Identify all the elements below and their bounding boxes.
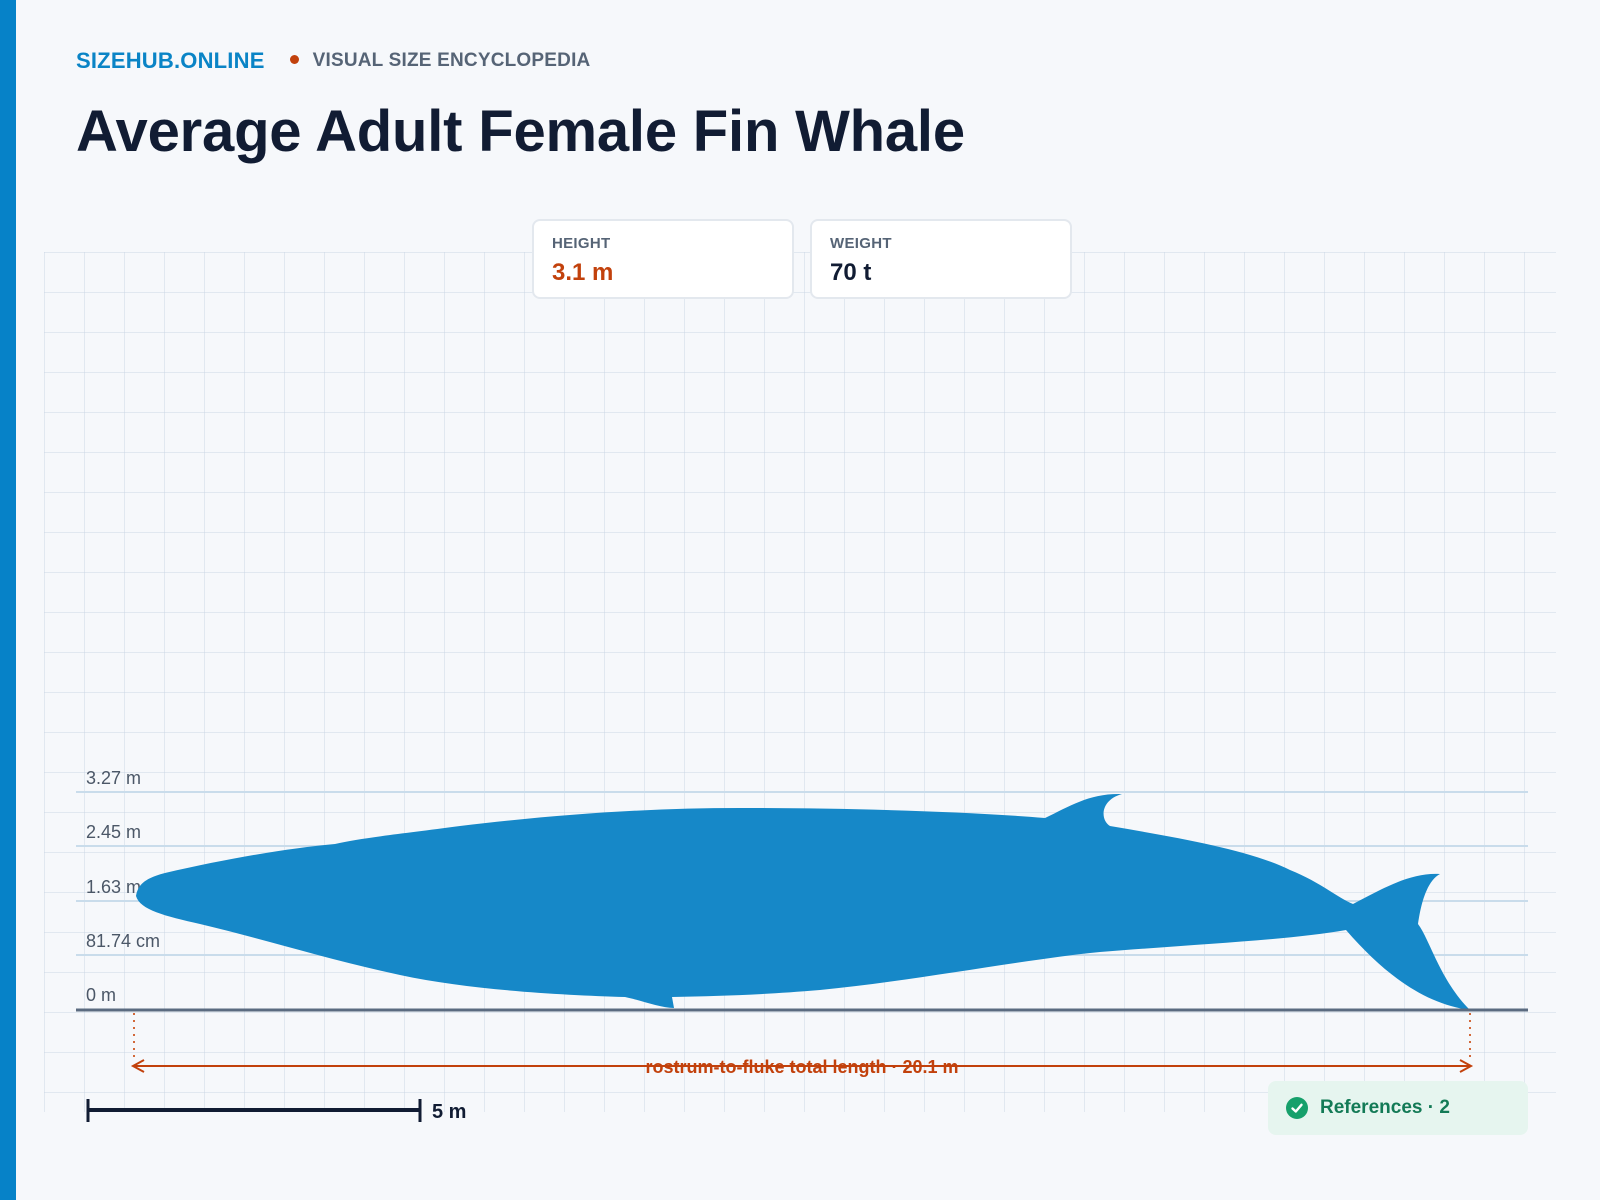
height-tick-labels: 3.27 m 2.45 m 1.63 m 81.74 cm 0 m	[86, 768, 160, 1005]
weight-label: WEIGHT	[830, 235, 892, 252]
weight-card: WEIGHT 70 t	[810, 219, 1072, 299]
tick-label: 81.74 cm	[86, 931, 160, 951]
tick-label: 3.27 m	[86, 768, 141, 788]
scale-bar-label: 5 m	[432, 1101, 466, 1123]
separator-dot	[289, 54, 299, 64]
brand-row: SIZEHUB.ONLINE VISUAL SIZE ENCYCLOPEDIA	[76, 48, 590, 74]
fin-whale-silhouette	[136, 793, 1470, 1010]
brand-link[interactable]: SIZEHUB.ONLINE	[76, 48, 265, 73]
references-label: References · 2	[1320, 1097, 1450, 1118]
references-button[interactable]: References · 2	[1268, 1081, 1528, 1135]
tick-label: 1.63 m	[86, 877, 141, 897]
height-label: HEIGHT	[552, 235, 611, 252]
tagline: VISUAL SIZE ENCYCLOPEDIA	[312, 50, 591, 71]
tick-label: 0 m	[86, 985, 116, 1005]
scale-bar	[86, 1099, 422, 1122]
accent-bar	[0, 0, 16, 1200]
weight-value: 70 t	[830, 259, 872, 286]
tick-label: 2.45 m	[86, 822, 141, 842]
height-value: 3.1 m	[552, 259, 614, 286]
length-annotation: rostrum-to-fluke total length · 20.1 m	[645, 1057, 958, 1077]
page-title: Average Adult Female Fin Whale	[76, 99, 965, 164]
height-card: HEIGHT 3.1 m	[532, 219, 794, 299]
check-circle-icon	[1286, 1097, 1308, 1119]
length-arrow	[130, 1059, 1474, 1073]
